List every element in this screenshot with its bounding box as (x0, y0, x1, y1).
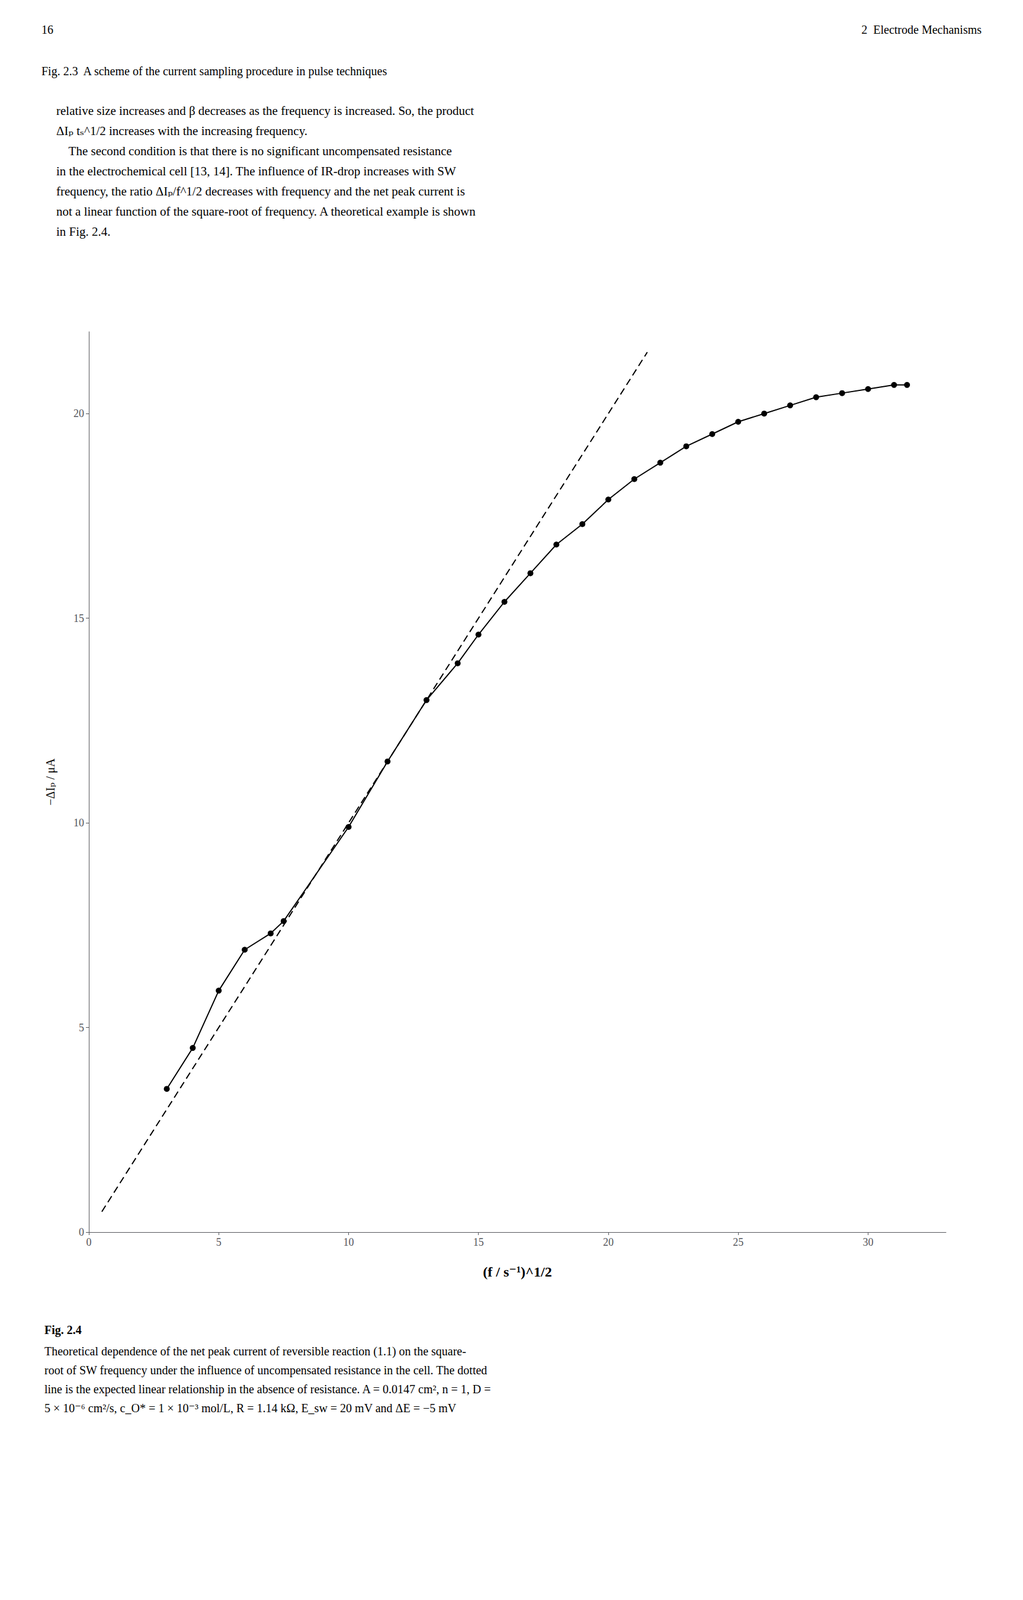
svg-text:16: 16 (41, 23, 54, 37)
svg-text:The second condition is that t: The second condition is that there is no… (56, 143, 452, 159)
svg-text:root of SW frequency under the: root of SW frequency under the influence… (44, 1363, 487, 1378)
svg-text:not a linear function of the s: not a linear function of the square-root… (56, 204, 476, 219)
svg-text:in the electrochemical cell [1: in the electrochemical cell [13, 14]. Th… (56, 164, 457, 179)
svg-text:0: 0 (78, 1226, 85, 1239)
svg-text:15: 15 (473, 1236, 484, 1249)
svg-text:10: 10 (73, 816, 85, 829)
svg-text:line is the expected linear re: line is the expected linear relationship… (44, 1382, 492, 1397)
svg-text:20: 20 (73, 407, 85, 420)
svg-text:25: 25 (732, 1236, 744, 1249)
svg-text:Theoretical dependence of the: Theoretical dependence of the net peak c… (44, 1344, 467, 1359)
svg-text:in Fig. 2.4.: in Fig. 2.4. (56, 224, 111, 239)
svg-text:ΔIₚ tₛ^1/2 increases with the: ΔIₚ tₛ^1/2 increases with the increasing… (56, 123, 308, 139)
svg-text:−ΔIₚ / μA: −ΔIₚ / μA (43, 758, 58, 806)
svg-text:15: 15 (73, 612, 85, 625)
svg-text:Fig. 2.4: Fig. 2.4 (44, 1323, 82, 1337)
svg-text:frequency, the ratio ΔIₚ/f^1/2: frequency, the ratio ΔIₚ/f^1/2 decreases… (56, 184, 465, 199)
svg-text:5 × 10⁻⁶ cm²/s, c_O* = 1 × 10⁻: 5 × 10⁻⁶ cm²/s, c_O* = 1 × 10⁻³ mol/L, R… (44, 1401, 457, 1415)
svg-text:20: 20 (603, 1236, 614, 1249)
svg-text:2 Electrode Mechanisms: 2 Electrode Mechanisms (861, 23, 982, 37)
svg-text:5: 5 (78, 1021, 85, 1034)
svg-text:relative size increases and β: relative size increases and β decreases … (56, 103, 474, 118)
svg-text:Fig. 2.3 A scheme of the curr: Fig. 2.3 A scheme of the current samplin… (41, 64, 387, 79)
svg-text:5: 5 (216, 1236, 222, 1249)
svg-text:30: 30 (862, 1236, 874, 1249)
svg-text:10: 10 (342, 1236, 354, 1249)
svg-text:0: 0 (86, 1236, 92, 1249)
svg-text:(f / s⁻¹)^1/2: (f / s⁻¹)^1/2 (482, 1264, 552, 1280)
